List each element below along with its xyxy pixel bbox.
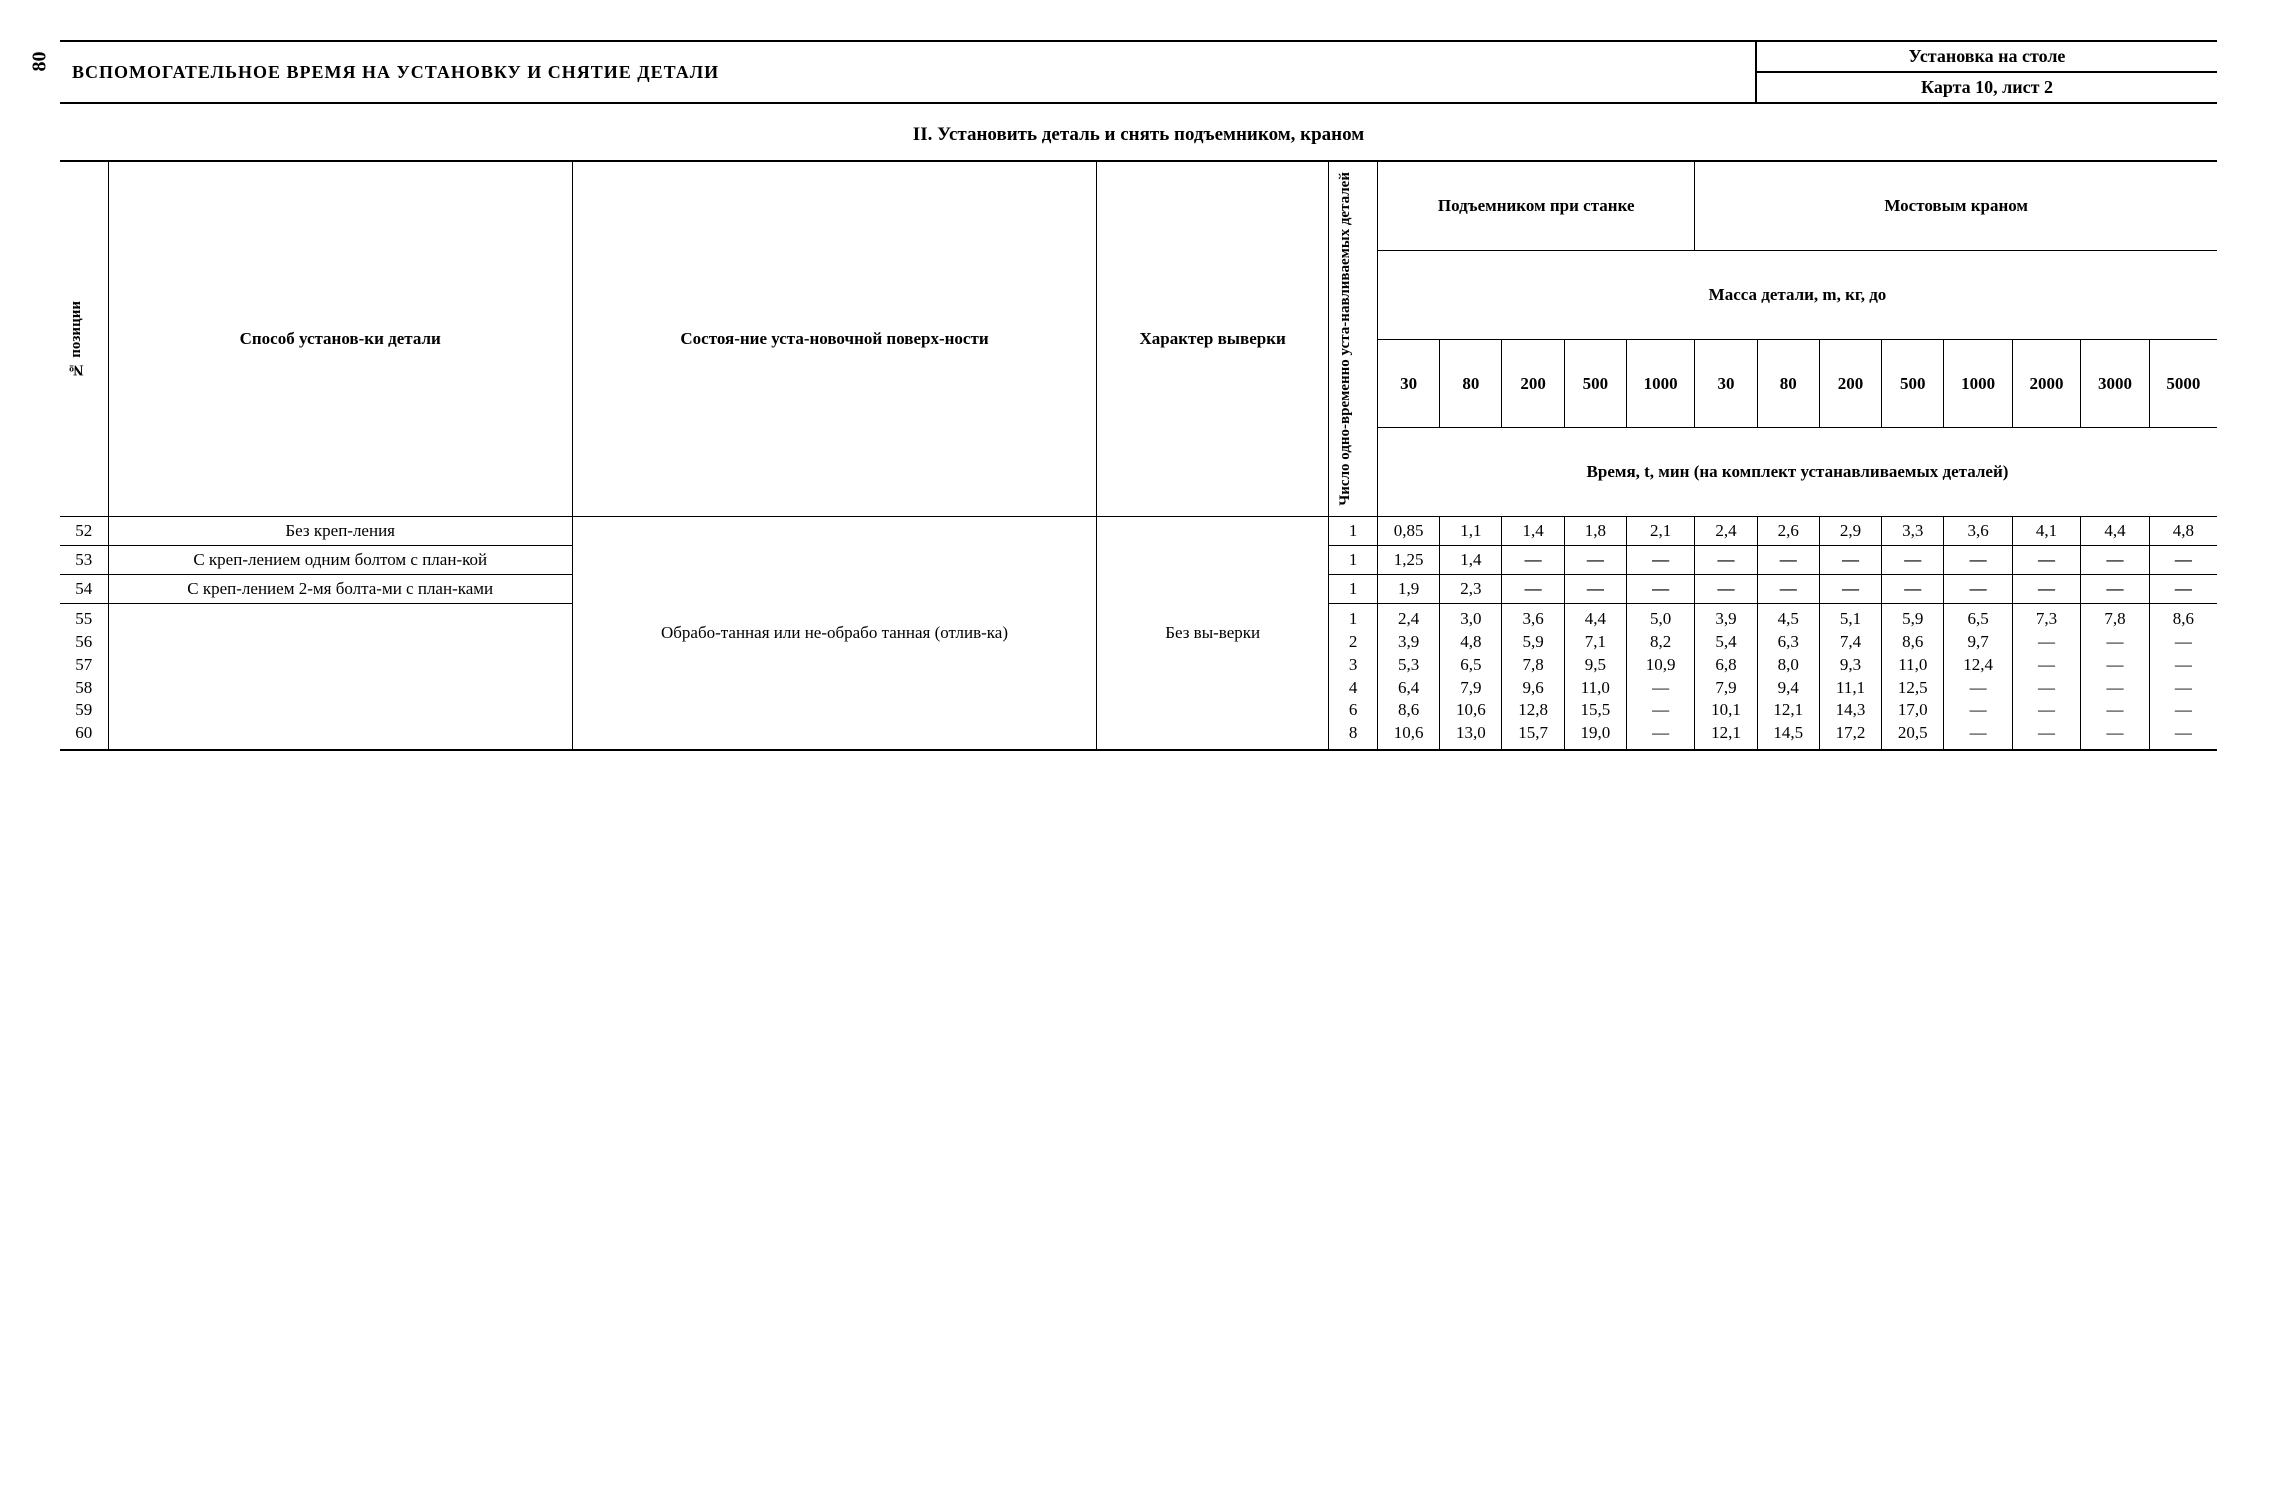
cell-val: —: [1882, 574, 1944, 603]
cell-val: —: [1502, 545, 1564, 574]
cell-count-group: 123468: [1329, 603, 1378, 750]
mass-l-1: 80: [1440, 339, 1502, 427]
page-number: 80: [29, 52, 52, 72]
cell-val: —: [1819, 574, 1881, 603]
cell-val: 1,4: [1440, 545, 1502, 574]
col-time-label: Время, t, мин (на комплект устанавливаем…: [1377, 428, 2217, 516]
cell-val: —: [1626, 574, 1694, 603]
cell-val: 3,95,46,87,910,112,1: [1695, 603, 1757, 750]
cell-val: 8,6—————: [2149, 603, 2217, 750]
cell-align: Без вы-верки: [1097, 516, 1329, 750]
cell-val: 0,85: [1377, 516, 1439, 545]
mass-c-1: 80: [1757, 339, 1819, 427]
cell-val: 2,9: [1819, 516, 1881, 545]
mass-l-4: 1000: [1626, 339, 1694, 427]
cell-val: —: [1757, 574, 1819, 603]
cell-val: 2,4: [1695, 516, 1757, 545]
cell-count: 1: [1329, 516, 1378, 545]
cell-val: —: [1626, 545, 1694, 574]
cell-val: —: [2012, 574, 2080, 603]
cell-method: С креп-лением 2-мя болта-ми с план-ками: [108, 574, 572, 603]
cell-val: —: [1944, 574, 2012, 603]
cell-val: 4,1: [2012, 516, 2080, 545]
cell-pos-group: 555657585960: [60, 603, 108, 750]
col-surface: Состоя-ние уста-новочной поверх-ности: [572, 161, 1096, 516]
mass-l-3: 500: [1564, 339, 1626, 427]
cell-val: 5,08,210,9———: [1626, 603, 1694, 750]
cell-val: —: [1502, 574, 1564, 603]
cell-pos: 54: [60, 574, 108, 603]
table-row: 52 Без креп-ления Обрабо-танная или не-о…: [60, 516, 2217, 545]
cell-val: 4,4: [2081, 516, 2149, 545]
cell-val: 5,98,611,012,517,020,5: [1882, 603, 1944, 750]
cell-val: —: [1564, 574, 1626, 603]
cell-val: —: [1695, 574, 1757, 603]
cell-pos: 53: [60, 545, 108, 574]
cell-val: —: [2081, 545, 2149, 574]
col-count: Число одно-временно уста-навливаемых дет…: [1335, 166, 1356, 512]
header-sub2: Карта 10, лист 2: [1757, 73, 2217, 102]
cell-val: 2,1: [1626, 516, 1694, 545]
mass-c-0: 30: [1695, 339, 1757, 427]
cell-val: 3,3: [1882, 516, 1944, 545]
cell-val: 1,4: [1502, 516, 1564, 545]
cell-surface: Обрабо-танная или не-обрабо танная (отли…: [572, 516, 1096, 750]
cell-method-empty: [108, 603, 572, 750]
header-sub1: Установка на столе: [1757, 42, 2217, 73]
mass-l-0: 30: [1377, 339, 1439, 427]
cell-val: 2,43,95,36,48,610,6: [1377, 603, 1439, 750]
cell-method: С креп-лением одним болтом с план-кой: [108, 545, 572, 574]
col-crane-group: Мостовым краном: [1695, 161, 2217, 251]
cell-val: 7,3—————: [2012, 603, 2080, 750]
col-lift-group: Подъемником при станке: [1377, 161, 1694, 251]
cell-val: 4,8: [2149, 516, 2217, 545]
cell-val: 3,65,97,89,612,815,7: [1502, 603, 1564, 750]
header-block: ВСПОМОГАТЕЛЬНОЕ ВРЕМЯ НА УСТАНОВКУ И СНЯ…: [60, 40, 2217, 104]
cell-val: 1,8: [1564, 516, 1626, 545]
cell-val: —: [1944, 545, 2012, 574]
header-title: ВСПОМОГАТЕЛЬНОЕ ВРЕМЯ НА УСТАНОВКУ И СНЯ…: [60, 42, 1757, 102]
mass-c-3: 500: [1882, 339, 1944, 427]
col-align: Характер выверки: [1097, 161, 1329, 516]
col-pos: № позиции: [66, 295, 87, 384]
cell-count: 1: [1329, 545, 1378, 574]
cell-val: 4,56,38,09,412,114,5: [1757, 603, 1819, 750]
cell-val: —: [2012, 545, 2080, 574]
mass-l-2: 200: [1502, 339, 1564, 427]
cell-val: 3,04,86,57,910,613,0: [1440, 603, 1502, 750]
col-mass-label: Масса детали, m, кг, до: [1377, 251, 2217, 339]
data-table: № позиции Способ установ-ки детали Состо…: [60, 160, 2217, 751]
mass-c-4: 1000: [1944, 339, 2012, 427]
section-title: II. Установить деталь и снять подъемнико…: [60, 124, 2217, 146]
mass-c-7: 5000: [2149, 339, 2217, 427]
cell-val: —: [2149, 545, 2217, 574]
mass-c-6: 3000: [2081, 339, 2149, 427]
cell-val: —: [1819, 545, 1881, 574]
cell-val: —: [1757, 545, 1819, 574]
cell-val: —: [1695, 545, 1757, 574]
cell-val: 6,59,712,4———: [1944, 603, 2012, 750]
cell-val: 5,17,49,311,114,317,2: [1819, 603, 1881, 750]
cell-val: 2,6: [1757, 516, 1819, 545]
cell-count: 1: [1329, 574, 1378, 603]
cell-val: 1,25: [1377, 545, 1439, 574]
col-method: Способ установ-ки детали: [108, 161, 572, 516]
cell-val: 4,47,19,511,015,519,0: [1564, 603, 1626, 750]
cell-val: 2,3: [1440, 574, 1502, 603]
cell-method: Без креп-ления: [108, 516, 572, 545]
cell-val: —: [2081, 574, 2149, 603]
cell-val: —: [2149, 574, 2217, 603]
cell-val: 1,1: [1440, 516, 1502, 545]
cell-val: —: [1882, 545, 1944, 574]
mass-c-5: 2000: [2012, 339, 2080, 427]
cell-val: —: [1564, 545, 1626, 574]
cell-val: 3,6: [1944, 516, 2012, 545]
mass-c-2: 200: [1819, 339, 1881, 427]
cell-val: 1,9: [1377, 574, 1439, 603]
cell-pos: 52: [60, 516, 108, 545]
cell-val: 7,8—————: [2081, 603, 2149, 750]
